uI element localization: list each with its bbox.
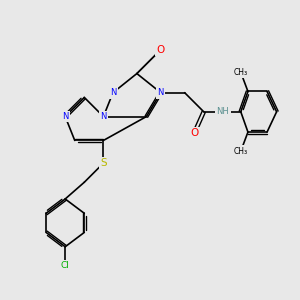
Text: CH₃: CH₃ <box>234 68 248 77</box>
Text: O: O <box>190 128 198 138</box>
Text: NH: NH <box>217 107 229 116</box>
Text: N: N <box>100 112 106 121</box>
Text: N: N <box>62 112 68 121</box>
Text: S: S <box>100 158 107 168</box>
Text: O: O <box>157 45 165 55</box>
Text: CH₃: CH₃ <box>234 147 248 156</box>
Text: Cl: Cl <box>61 261 70 270</box>
Text: N: N <box>110 88 116 97</box>
Text: N: N <box>158 88 164 97</box>
